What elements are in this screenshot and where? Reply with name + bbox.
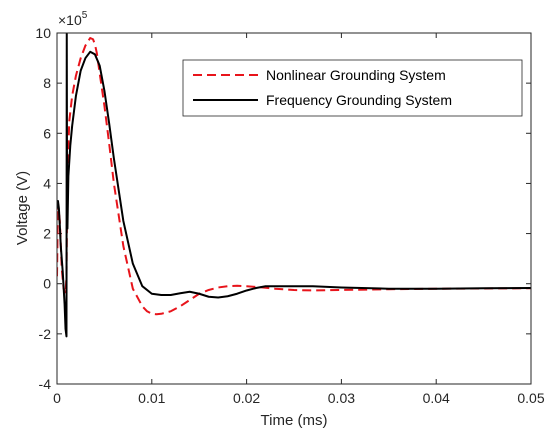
y-multiplier-base: ×10 [58, 12, 82, 28]
legend-label-frequency: Frequency Grounding System [266, 92, 452, 108]
x-tick-labels: 0 0.01 0.02 0.03 0.04 0.05 [53, 390, 545, 406]
x-tick-label: 0.05 [517, 390, 544, 406]
y-tick-label: 6 [43, 125, 51, 141]
y-tick-label: 8 [43, 75, 51, 91]
x-tick-label: 0.01 [138, 390, 165, 406]
y-tick-label: 2 [43, 226, 51, 242]
plot-area-frame [56, 32, 532, 385]
y-tick-label: 0 [43, 276, 51, 292]
y-axis-label: Voltage (V) [14, 171, 31, 245]
x-tick-label: 0 [53, 390, 61, 406]
series-line-nonlinear [57, 37, 531, 316]
legend-box [182, 59, 523, 117]
legend-label-nonlinear: Nonlinear Grounding System [266, 67, 446, 83]
series-line-frequency [57, 33, 531, 338]
y-tick-label: -2 [39, 326, 52, 342]
y-tick-labels: -4 -2 0 2 4 6 8 10 [35, 25, 51, 392]
x-axis-label: Time (ms) [261, 412, 328, 429]
y-tick-label: 4 [43, 175, 51, 191]
y-multiplier-exponent: 5 [82, 10, 88, 21]
x-tick-label: 0.02 [233, 390, 260, 406]
y-multiplier-label: ×105 [58, 10, 88, 28]
x-tick-label: 0.03 [328, 390, 355, 406]
y-tick-label: -4 [39, 376, 52, 392]
y-tick-label: 10 [35, 25, 51, 41]
series-group [57, 33, 531, 338]
x-tick-label: 0.04 [423, 390, 450, 406]
legend: Nonlinear Grounding System Frequency Gro… [182, 59, 523, 117]
